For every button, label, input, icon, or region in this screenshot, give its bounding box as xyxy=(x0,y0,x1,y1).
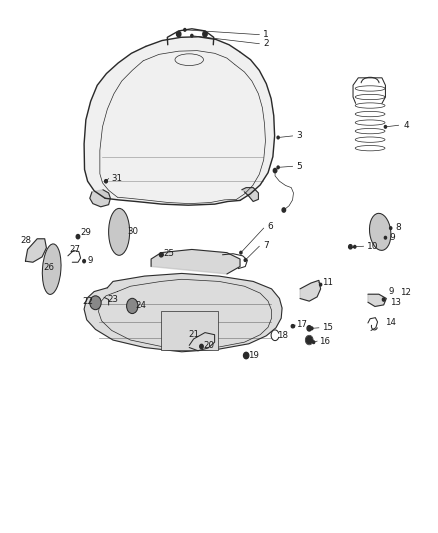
Circle shape xyxy=(293,325,295,327)
Text: 5: 5 xyxy=(296,162,302,171)
Text: 16: 16 xyxy=(318,337,330,345)
Circle shape xyxy=(277,166,279,168)
Text: 11: 11 xyxy=(322,278,333,287)
Ellipse shape xyxy=(127,298,138,313)
Text: 23: 23 xyxy=(107,295,119,304)
Polygon shape xyxy=(151,249,240,274)
Circle shape xyxy=(200,344,203,349)
Circle shape xyxy=(349,245,352,249)
Text: 10: 10 xyxy=(367,242,378,251)
Text: 31: 31 xyxy=(112,174,123,182)
Bar xyxy=(127,61,252,197)
Text: 24: 24 xyxy=(135,301,147,310)
Circle shape xyxy=(273,168,277,173)
Circle shape xyxy=(306,336,312,344)
Polygon shape xyxy=(368,294,386,306)
Text: 15: 15 xyxy=(322,324,333,332)
Circle shape xyxy=(76,235,80,239)
Text: 8: 8 xyxy=(396,223,402,231)
Circle shape xyxy=(382,298,385,301)
Circle shape xyxy=(277,136,279,139)
Text: 22: 22 xyxy=(82,297,93,306)
Text: 9: 9 xyxy=(389,233,396,241)
Text: 30: 30 xyxy=(127,227,139,236)
Text: 21: 21 xyxy=(188,330,199,339)
Circle shape xyxy=(203,31,207,37)
Circle shape xyxy=(319,284,321,286)
Text: 7: 7 xyxy=(263,241,269,249)
Ellipse shape xyxy=(90,296,101,310)
Circle shape xyxy=(161,254,163,256)
Text: 12: 12 xyxy=(400,288,411,296)
Polygon shape xyxy=(84,273,282,352)
Text: 2: 2 xyxy=(264,39,269,48)
Text: 3: 3 xyxy=(296,132,302,140)
Polygon shape xyxy=(90,190,110,207)
Text: 1: 1 xyxy=(263,30,269,39)
Ellipse shape xyxy=(370,213,391,251)
Text: 20: 20 xyxy=(203,342,214,350)
Text: 29: 29 xyxy=(81,228,91,237)
Text: 4: 4 xyxy=(404,121,409,130)
Circle shape xyxy=(105,180,107,182)
Text: 9: 9 xyxy=(87,256,92,265)
Ellipse shape xyxy=(42,244,61,294)
Polygon shape xyxy=(25,239,46,262)
Circle shape xyxy=(384,126,387,128)
Circle shape xyxy=(291,325,294,328)
Circle shape xyxy=(311,327,313,329)
Polygon shape xyxy=(242,188,258,201)
Circle shape xyxy=(244,259,246,261)
Circle shape xyxy=(83,260,85,263)
Text: 14: 14 xyxy=(385,319,396,327)
Text: 18: 18 xyxy=(277,331,289,340)
Circle shape xyxy=(240,252,242,254)
Text: 25: 25 xyxy=(163,249,175,257)
Polygon shape xyxy=(84,37,275,205)
Circle shape xyxy=(282,208,286,212)
Polygon shape xyxy=(189,333,215,351)
Text: 6: 6 xyxy=(268,222,274,231)
Circle shape xyxy=(384,237,387,239)
Circle shape xyxy=(307,326,311,331)
Text: 17: 17 xyxy=(296,320,307,329)
Text: 27: 27 xyxy=(70,245,81,254)
Circle shape xyxy=(312,341,314,344)
Polygon shape xyxy=(300,280,321,301)
Circle shape xyxy=(177,31,181,37)
Ellipse shape xyxy=(109,208,130,255)
Text: 19: 19 xyxy=(248,351,258,360)
Text: 28: 28 xyxy=(20,237,31,245)
Circle shape xyxy=(105,180,107,183)
Circle shape xyxy=(159,253,163,257)
Circle shape xyxy=(353,245,356,248)
Circle shape xyxy=(191,34,193,37)
Text: 26: 26 xyxy=(43,263,55,272)
Text: 9: 9 xyxy=(388,287,393,296)
Text: 13: 13 xyxy=(389,298,401,307)
Bar xyxy=(161,311,218,350)
Circle shape xyxy=(244,352,249,359)
Circle shape xyxy=(390,227,392,229)
Circle shape xyxy=(184,29,186,31)
